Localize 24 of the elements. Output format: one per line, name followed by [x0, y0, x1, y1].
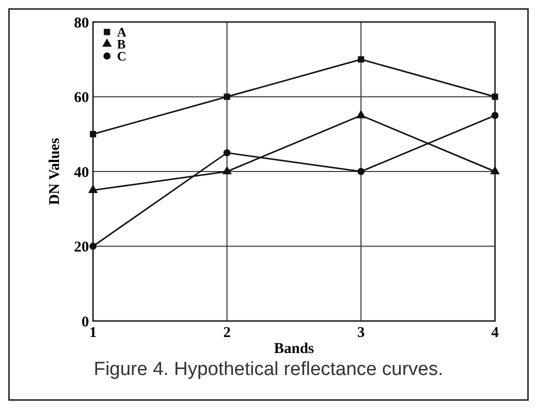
point [89, 242, 97, 250]
point [356, 110, 366, 118]
caption: Figure 4. Hypothetical reflectance curves. [94, 359, 444, 380]
point [492, 94, 498, 100]
y-tick-label: 20 [74, 240, 89, 256]
point [222, 166, 232, 174]
y-axis-title: DN Values [47, 138, 63, 206]
point [90, 130, 96, 138]
x-tick-label: 3 [357, 325, 365, 341]
point [357, 168, 365, 176]
point [358, 56, 364, 63]
y-tick-label: 80 [74, 15, 89, 32]
x-axis-title: Bands [274, 341, 314, 357]
point [223, 149, 231, 156]
point [491, 112, 499, 119]
y-tick-label: 60 [74, 90, 89, 106]
y-tick-label: 0 [82, 314, 89, 330]
x-tick-label: 4 [491, 325, 500, 341]
x-tick-label: 2 [223, 325, 231, 341]
y-tick-label: 40 [74, 164, 89, 181]
point [224, 94, 230, 100]
point [88, 184, 98, 193]
point [490, 166, 500, 174]
x-tick-label: 1 [89, 325, 97, 341]
